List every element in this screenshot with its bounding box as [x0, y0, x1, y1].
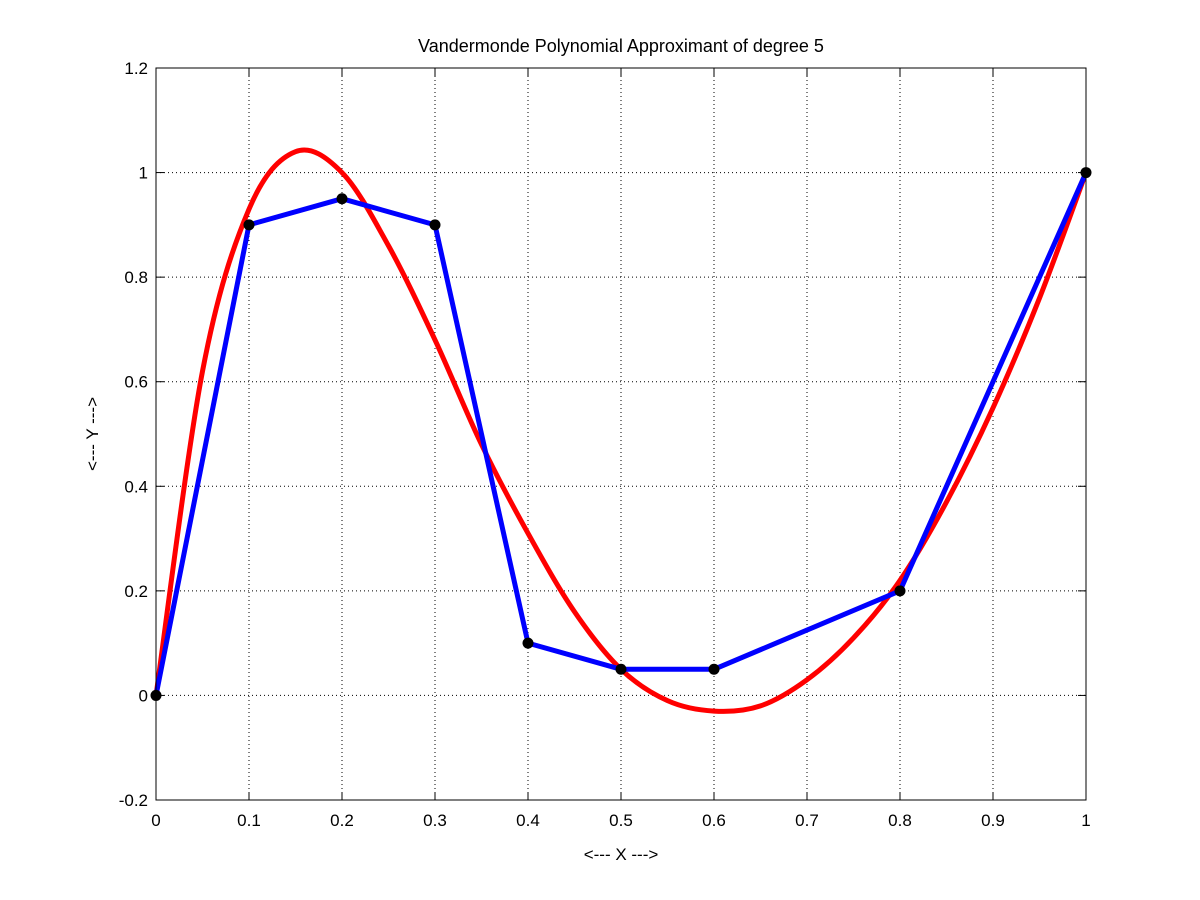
x-tick-label: 0.6 [702, 811, 726, 830]
y-tick-label: 0.6 [124, 373, 148, 392]
data-points [150, 167, 1092, 701]
y-tick-label: 0.2 [124, 582, 148, 601]
y-tick-label: -0.2 [119, 791, 148, 810]
plot-area [156, 68, 1086, 800]
data-point-marker [894, 585, 906, 597]
y-tick-label: 0 [139, 686, 148, 705]
x-tick-label: 0.7 [795, 811, 819, 830]
x-tick-label: 0.4 [516, 811, 540, 830]
tick-labels: 0 0.1 0.2 0.3 0.4 0.5 0.6 0.7 0.8 0.9 1-0.200.20.4… [119, 59, 1091, 830]
x-tick-label: 0.9 [981, 811, 1005, 830]
y-axis-title: <--- Y ---> [83, 397, 102, 471]
y-tick-label: 1 [139, 164, 148, 183]
x-axis-title: <--- X ---> [584, 845, 659, 864]
axis-ticks [155, 67, 1087, 801]
data-point-marker [708, 663, 720, 675]
x-tick-label: 0.8 [888, 811, 912, 830]
data-point-marker [615, 663, 627, 675]
data-point-marker [336, 193, 348, 205]
data-point-marker [243, 219, 255, 231]
x-tick-label: 0.3 [423, 811, 447, 830]
y-tick-label: 0.8 [124, 268, 148, 287]
x-tick-label: 0.1 [237, 811, 261, 830]
y-tick-label: 1.2 [124, 59, 148, 78]
grid-lines [156, 68, 1086, 800]
data-point-marker [429, 219, 441, 231]
x-tick-label: 1 [1081, 811, 1090, 830]
x-tick-label: 0.5 [609, 811, 633, 830]
x-tick-label: 0 [151, 811, 160, 830]
x-tick-label: 0.2 [330, 811, 354, 830]
data-point-marker [522, 637, 534, 649]
y-tick-label: 0.4 [124, 477, 148, 496]
chart-title: Vandermonde Polynomial Approximant of de… [418, 36, 824, 56]
polynomial-approximant-line [153, 147, 1089, 714]
